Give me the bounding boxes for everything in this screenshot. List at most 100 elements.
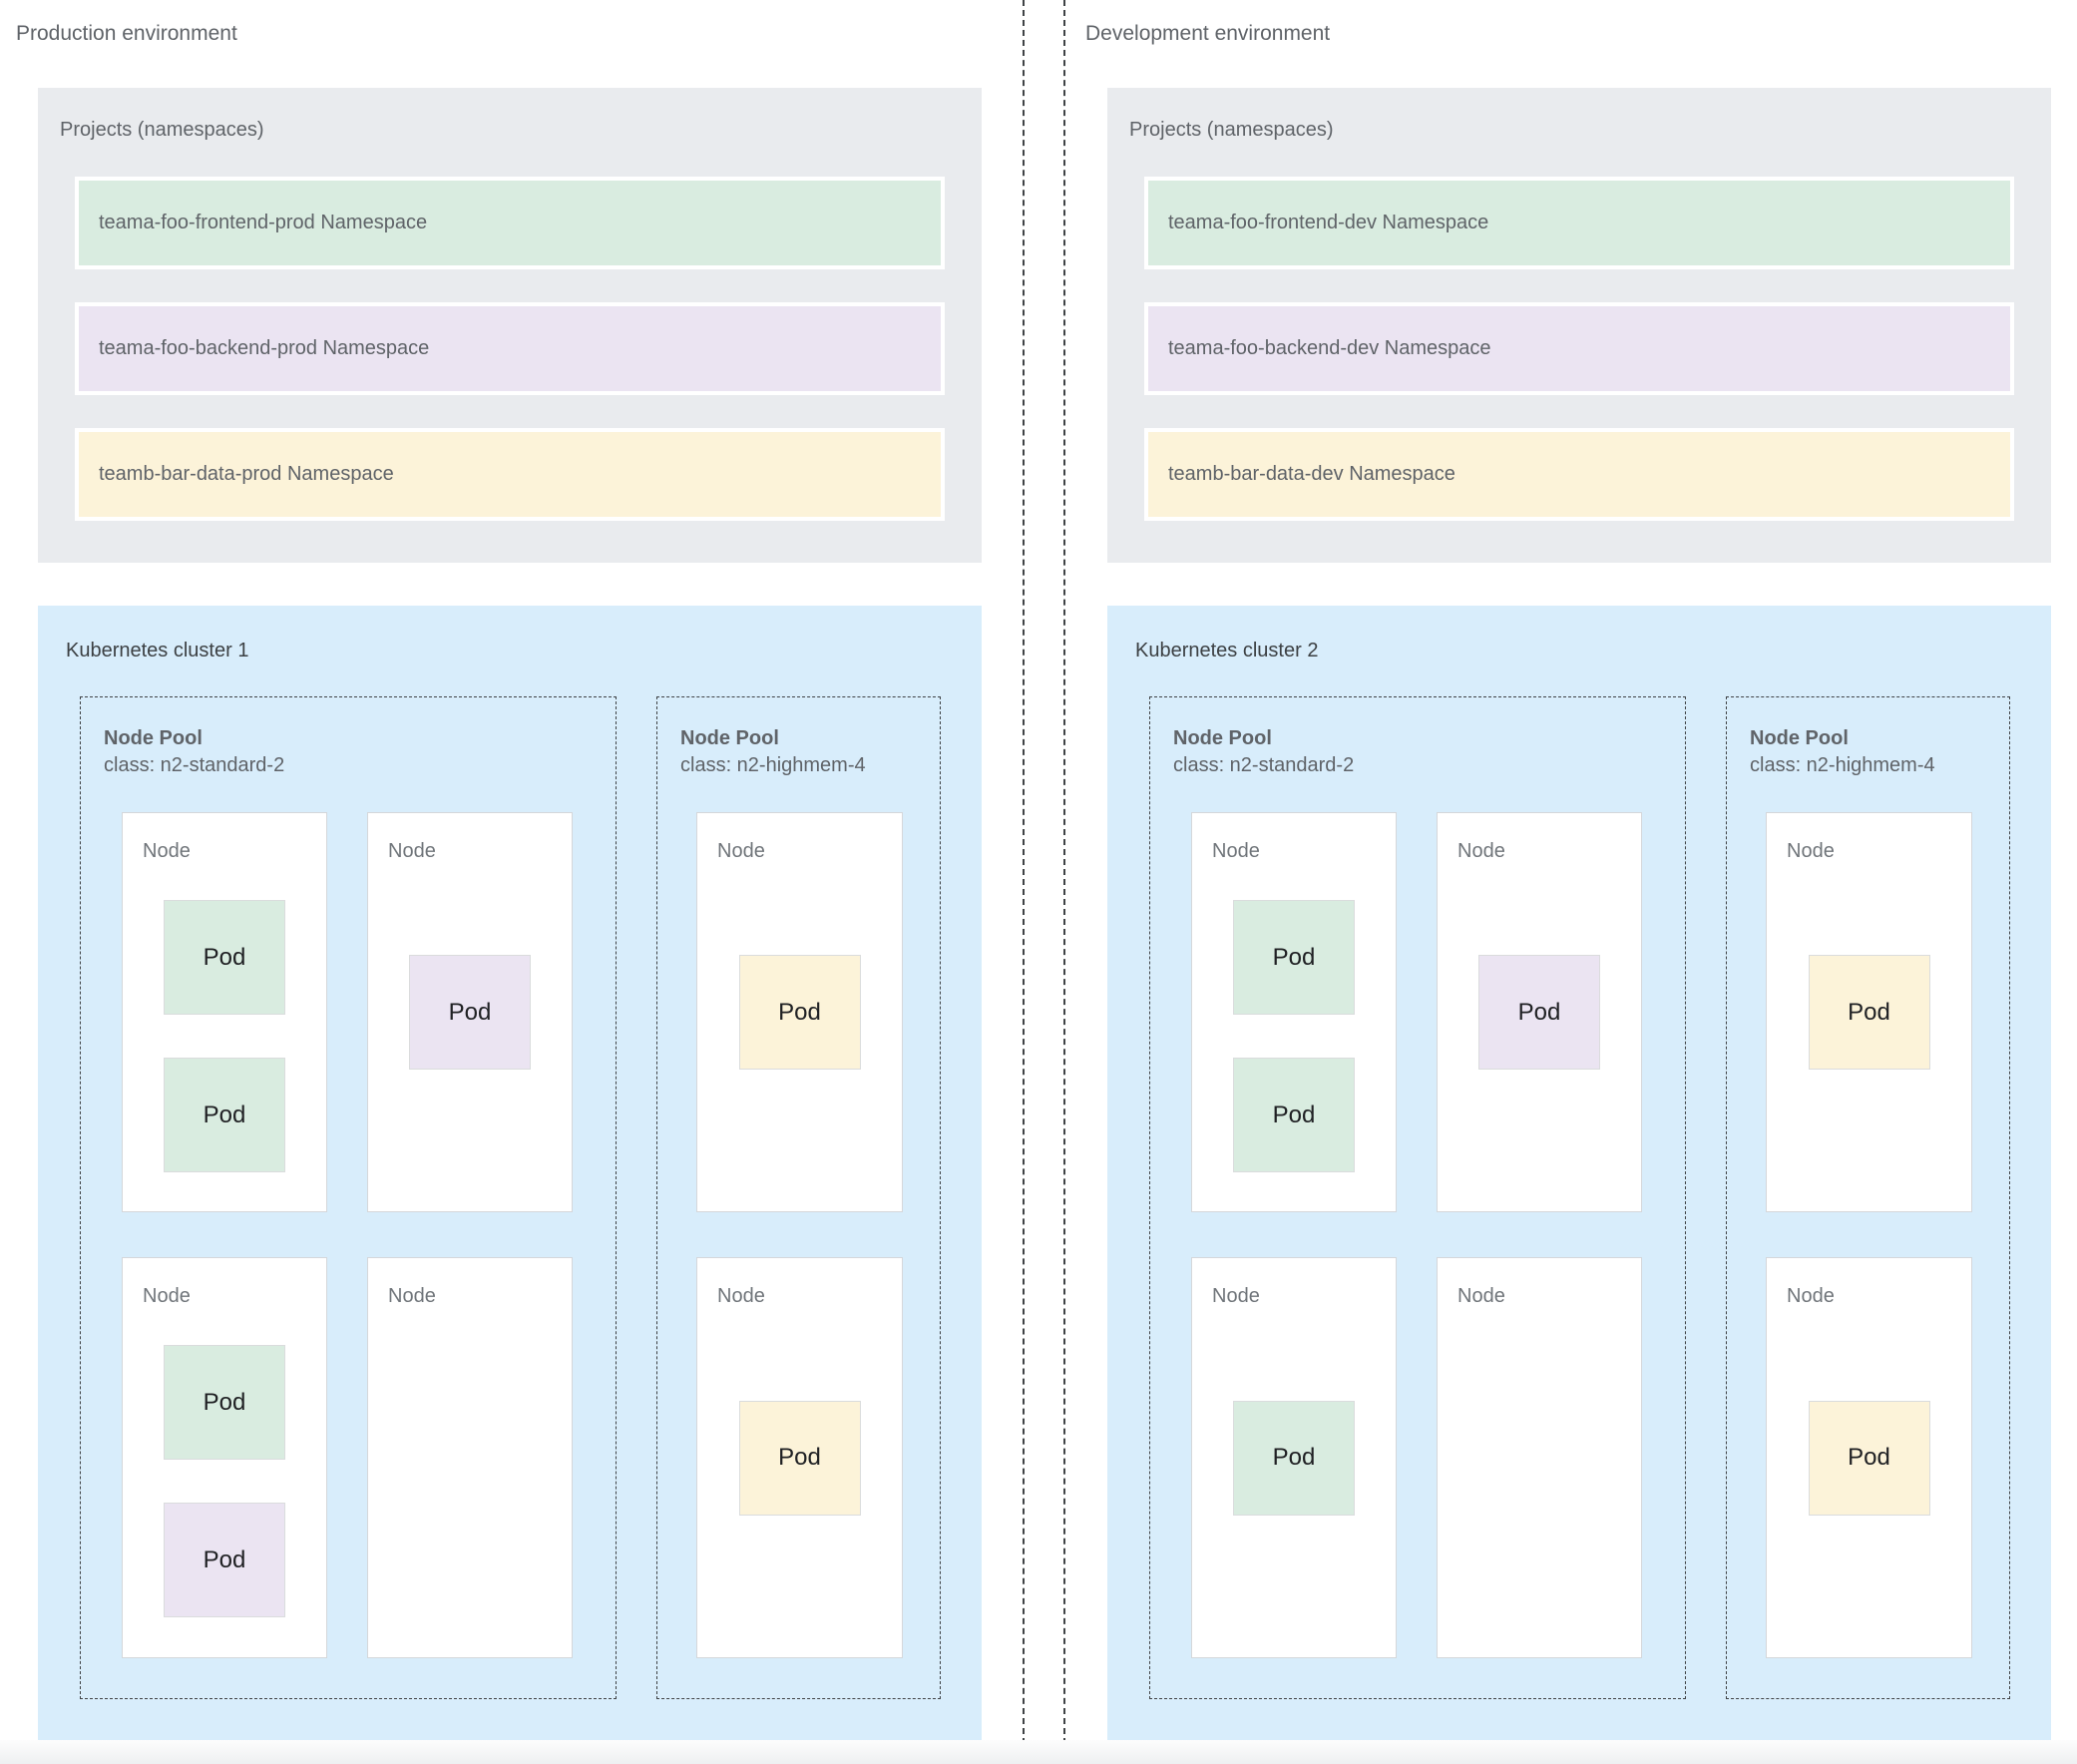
pod: Pod [164, 1503, 285, 1617]
node-pool-title: Node Pool class: n2-standard-2 [1173, 725, 1354, 779]
pod: Pod [738, 1400, 861, 1516]
environment-label: Development environment [1085, 22, 1331, 45]
node-label: Node [388, 1285, 436, 1307]
pod-label: Pod [1272, 943, 1316, 971]
node: Node Pod [367, 812, 573, 1212]
pod-list: Pod [1192, 1258, 1396, 1657]
namespace-bar-data-dev: teamb-bar-data-dev Namespace [1144, 428, 2014, 521]
node-empty: Node [1437, 1257, 1642, 1658]
pod: Pod [1233, 900, 1355, 1015]
node: Node Pod Pod [1191, 812, 1397, 1212]
pod: Pod [1233, 1058, 1355, 1172]
node-label: Node [717, 1285, 765, 1307]
node-pool-name: Node Pool [1750, 727, 1849, 749]
kubernetes-cluster-2: Kubernetes cluster 2 Node Pool class: n2… [1107, 606, 2051, 1740]
pod: Pod [1233, 1400, 1355, 1516]
node-pool-title: Node Pool class: n2-highmem-4 [680, 725, 866, 779]
node-label: Node [1212, 840, 1260, 862]
namespace-bar-backend-dev: teama-foo-backend-dev Namespace [1144, 302, 2014, 395]
pod: Pod [738, 955, 861, 1070]
pod-list: Pod Pod [123, 1345, 326, 1617]
node: Node Pod [1437, 812, 1642, 1212]
pod-list: Pod [1767, 813, 1971, 1211]
namespace-label: teamb-bar-data-dev Namespace [1168, 463, 1455, 485]
node: Node Pod Pod [122, 1257, 327, 1658]
pod-list [1438, 1258, 1641, 1657]
pod-list: Pod [1767, 1258, 1971, 1657]
node-pool-highmem: Node Pool class: n2-highmem-4 Node Pod N… [1726, 696, 2010, 1699]
environment-divider-line-right [1063, 0, 1065, 1764]
pod: Pod [1808, 955, 1930, 1070]
namespace-label: teama-foo-frontend-dev Namespace [1168, 212, 1489, 233]
projects-namespaces-box: Projects (namespaces) teama-foo-frontend… [1107, 88, 2051, 563]
node-pool-title: Node Pool class: n2-highmem-4 [1750, 725, 1935, 779]
node-pool-highmem: Node Pool class: n2-highmem-4 Node Pod N… [656, 696, 941, 1699]
pod-label: Pod [1517, 998, 1561, 1026]
pod-list: Pod [1438, 813, 1641, 1211]
pod-list: Pod [697, 1258, 902, 1657]
pod-label: Pod [1272, 1444, 1316, 1471]
node-label: Node [143, 1285, 191, 1307]
pod-list: Pod [697, 813, 902, 1211]
node-label: Node [1787, 1285, 1835, 1307]
pod-list [368, 1258, 572, 1657]
node-label: Node [1457, 840, 1505, 862]
projects-namespaces-box: Projects (namespaces) teama-foo-frontend… [38, 88, 982, 563]
pod: Pod [164, 900, 285, 1015]
cluster-title: Kubernetes cluster 1 [66, 640, 249, 662]
namespace-label: teama-foo-backend-dev Namespace [1168, 337, 1491, 359]
kubernetes-cluster-1: Kubernetes cluster 1 Node Pool class: n2… [38, 606, 982, 1740]
node: Node Pod [1191, 1257, 1397, 1658]
pod: Pod [164, 1058, 285, 1172]
pod-list: Pod Pod [123, 900, 326, 1172]
pod-label: Pod [203, 1101, 246, 1128]
pod: Pod [1808, 1400, 1930, 1516]
node: Node Pod [696, 1257, 903, 1658]
node-label: Node [1212, 1285, 1260, 1307]
pod: Pod [1478, 955, 1600, 1070]
node: Node Pod [1766, 812, 1972, 1212]
namespace-bar-data-prod: teamb-bar-data-prod Namespace [75, 428, 945, 521]
node-pool-name: Node Pool [104, 727, 203, 749]
namespace-bar-frontend-prod: teama-foo-frontend-prod Namespace [75, 177, 945, 269]
environment-production: Production environment Projects (namespa… [0, 0, 1024, 1764]
pod-label: Pod [1272, 1101, 1316, 1128]
pod-label: Pod [448, 998, 492, 1026]
pod-list: Pod [368, 813, 572, 1211]
node: Node Pod Pod [122, 812, 327, 1212]
node-pool-class: class: n2-highmem-4 [1750, 754, 1935, 776]
environment-divider-line-left [1023, 0, 1025, 1764]
node-pool-class: class: n2-standard-2 [104, 754, 285, 776]
namespace-bar-frontend-dev: teama-foo-frontend-dev Namespace [1144, 177, 2014, 269]
node-pool-name: Node Pool [1173, 727, 1272, 749]
pod-label: Pod [203, 1545, 246, 1573]
environment-label: Production environment [16, 22, 237, 45]
node-pool-standard: Node Pool class: n2-standard-2 Node Pod … [1149, 696, 1686, 1699]
node-pool-title: Node Pool class: n2-standard-2 [104, 725, 284, 779]
node-empty: Node [367, 1257, 573, 1658]
namespace-label: teama-foo-frontend-prod Namespace [99, 212, 428, 233]
pod: Pod [409, 955, 531, 1070]
namespace-label: teamb-bar-data-prod Namespace [99, 463, 394, 485]
namespace-bar-backend-prod: teama-foo-backend-prod Namespace [75, 302, 945, 395]
namespace-label: teama-foo-backend-prod Namespace [99, 337, 430, 359]
pod-label: Pod [1848, 998, 1890, 1026]
node-label: Node [143, 840, 191, 862]
node-label: Node [1457, 1285, 1505, 1307]
cluster-title: Kubernetes cluster 2 [1135, 640, 1319, 662]
bottom-edge-strip [0, 1740, 2077, 1764]
node-pool-name: Node Pool [680, 727, 779, 749]
node-pool-standard: Node Pool class: n2-standard-2 Node Pod … [80, 696, 617, 1699]
pod-label: Pod [203, 1388, 246, 1416]
projects-title: Projects (namespaces) [1129, 119, 1334, 141]
environment-development: Development environment Projects (namesp… [1069, 0, 2077, 1764]
node-pool-class: class: n2-standard-2 [1173, 754, 1355, 776]
pod-list: Pod Pod [1192, 900, 1396, 1172]
pod: Pod [164, 1345, 285, 1460]
pod-label: Pod [778, 1444, 821, 1471]
node-label: Node [388, 840, 436, 862]
pod-label: Pod [778, 998, 821, 1026]
node-pool-class: class: n2-highmem-4 [680, 754, 866, 776]
projects-title: Projects (namespaces) [60, 119, 264, 141]
